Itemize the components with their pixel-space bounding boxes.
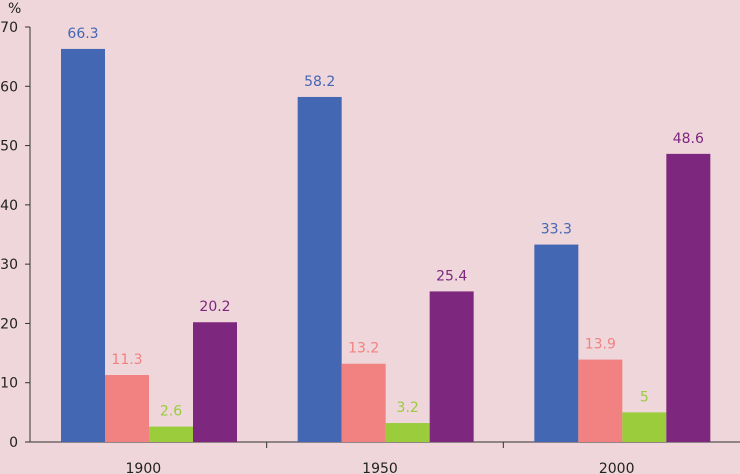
- data-label: 66.3: [67, 26, 98, 42]
- data-labels: 66.3 11.3 2.6 20.2 58.2 13.2 3.2 25.4 33.3 13.9 5 4…: [67, 26, 704, 420]
- bar: [297, 96, 342, 442]
- y-tick-label: 40: [0, 198, 18, 214]
- bar: [105, 375, 149, 442]
- bar: [429, 291, 474, 442]
- y-tick-label: 10: [0, 376, 18, 392]
- data-label: 58.2: [304, 74, 335, 90]
- x-tick-label: 1950: [362, 461, 398, 474]
- y-tick-label: 30: [0, 257, 18, 273]
- y-tick-label: 50: [0, 139, 18, 155]
- y-tick-label: 20: [0, 316, 18, 332]
- bar: [193, 322, 237, 442]
- data-label: 13.2: [348, 341, 379, 357]
- bar: [385, 423, 430, 442]
- data-label: 33.3: [541, 222, 572, 238]
- data-label: 11.3: [111, 352, 142, 368]
- data-label: 13.9: [585, 337, 616, 353]
- y-tick-label: 60: [0, 79, 18, 95]
- bar: [341, 363, 386, 442]
- data-label: 48.6: [673, 131, 704, 147]
- data-label: 25.4: [436, 268, 467, 284]
- data-label: 3.2: [397, 400, 419, 416]
- x-tick-label: 2000: [599, 461, 635, 474]
- y-tick-label: 70: [0, 20, 18, 36]
- data-label: 20.2: [199, 299, 230, 315]
- bar: [61, 48, 105, 442]
- bars: [61, 48, 711, 442]
- bar: [534, 244, 579, 442]
- bar: [666, 153, 711, 442]
- data-label: 2.6: [160, 404, 182, 420]
- y-tick-label: 0: [9, 435, 18, 451]
- y-axis-unit-label: %: [8, 1, 21, 17]
- data-label: 5: [640, 389, 649, 405]
- bar: [578, 359, 623, 442]
- x-tick-label: 1900: [126, 461, 162, 474]
- bar: [149, 426, 193, 442]
- bar: [622, 412, 667, 442]
